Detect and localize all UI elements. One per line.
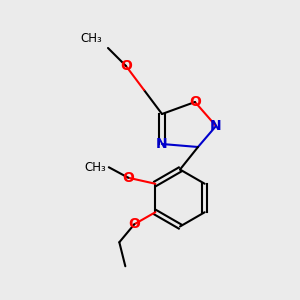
Text: CH₃: CH₃ [80, 32, 102, 45]
Text: O: O [120, 59, 132, 73]
Text: O: O [189, 95, 201, 109]
Text: CH₃: CH₃ [84, 161, 106, 174]
Text: O: O [128, 217, 140, 231]
Text: N: N [210, 119, 222, 133]
Text: N: N [156, 137, 168, 151]
Text: O: O [122, 171, 134, 185]
